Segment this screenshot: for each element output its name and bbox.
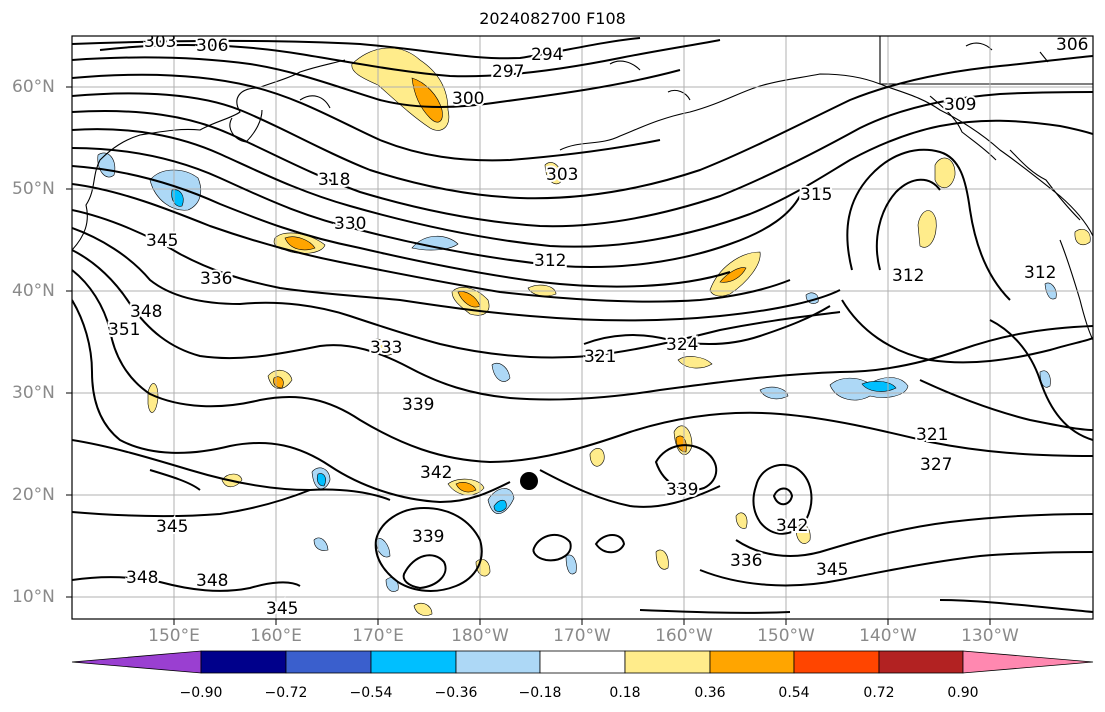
contour-label: 339 [666,480,698,500]
colorbar-swatch [370,650,457,674]
contour-label: 342 [420,463,452,483]
lon-label: 130°W [961,626,1019,646]
contour-label: 348 [126,568,158,588]
grid-lines [72,36,1093,619]
colorbar-tick-label: 0.54 [778,685,810,701]
contour-label: 348 [196,571,228,591]
colorbar-tick-label: −0.54 [349,685,393,701]
contour-label: 312 [892,266,924,286]
lon-label: 170°W [553,626,611,646]
contour-label: 297 [492,62,524,82]
lon-label: 150°W [757,626,815,646]
shaded-patches [97,47,1091,616]
contour-label: 324 [666,335,698,355]
colorbar-tick-label: 0.18 [609,685,641,701]
coastlines [72,36,1093,341]
contour-label: 321 [916,425,948,445]
contour-label: 321 [584,347,616,367]
lat-label: 20°N [12,485,55,505]
storm-center-dot [520,472,538,490]
contour-label: 345 [146,231,178,251]
contour-label: 300 [452,89,484,109]
contour-label: 336 [730,551,762,571]
contour-labels: 303 306 294 297 300 303 306 309 318 330 … [106,32,1090,619]
contour-label: 312 [534,251,566,271]
colorbar-tick-label: −0.18 [518,685,562,701]
lon-label: 180°W [451,626,509,646]
lon-label: 140°W [859,626,917,646]
colorbar-swatch [709,650,795,674]
contour-label: 294 [531,45,563,65]
contour-label: 330 [334,214,366,234]
contour-label: 312 [1024,263,1056,283]
colorbar-swatch [624,650,711,674]
contour-label: 345 [156,517,188,537]
contour-label: 345 [266,599,298,619]
contour-label: 339 [412,527,444,547]
colorbar-tick-label: 0.72 [863,685,895,701]
contour-label: 306 [1056,35,1088,55]
axis-ticks [66,86,991,625]
contour-label: 339 [402,395,434,415]
contour-label: 315 [800,185,832,205]
colorbar-swatch [878,650,964,674]
colorbar-swatch [455,650,541,674]
map-plot-area: 303 306 294 297 300 303 306 309 318 330 … [72,32,1093,619]
colorbar-swatch [285,650,372,674]
colorbar-extend-high [962,650,1094,674]
contour-label: 348 [130,302,162,322]
lat-label: 50°N [12,179,55,199]
lon-label: 160°E [250,626,302,646]
colorbar-tick-label: 0.90 [947,685,979,701]
lat-label: 30°N [12,383,55,403]
contour-label: 333 [370,338,402,358]
contour-label: 303 [144,32,176,52]
lat-label: 40°N [12,281,55,301]
colorbar-tick-label: −0.90 [179,685,223,701]
colorbar-tick-label: −0.36 [434,685,478,701]
lon-label: 150°E [148,626,200,646]
colorbar-tick-label: −0.72 [264,685,308,701]
colorbar-swatch [200,650,287,674]
contour-label: 309 [944,95,976,115]
lon-label: 160°W [655,626,713,646]
map-title: 2024082700 F108 [479,9,626,28]
contour-label: 336 [200,269,232,289]
colorbar-tick-label: 0.36 [694,685,726,701]
contour-label: 303 [546,165,578,185]
contour-label: 345 [816,560,848,580]
contour-lines [72,37,1093,614]
colorbar-swatch [539,650,626,674]
colorbar [71,650,1094,674]
lat-label: 10°N [12,587,55,607]
contour-label: 306 [196,36,228,56]
colorbar-extend-low [71,650,202,674]
lon-label: 170°E [352,626,404,646]
contour-label: 351 [108,320,140,340]
lat-label: 60°N [12,77,55,97]
contour-label: 327 [920,455,952,475]
contour-label: 318 [318,170,350,190]
colorbar-swatch [793,650,880,674]
contour-label: 342 [776,516,808,536]
